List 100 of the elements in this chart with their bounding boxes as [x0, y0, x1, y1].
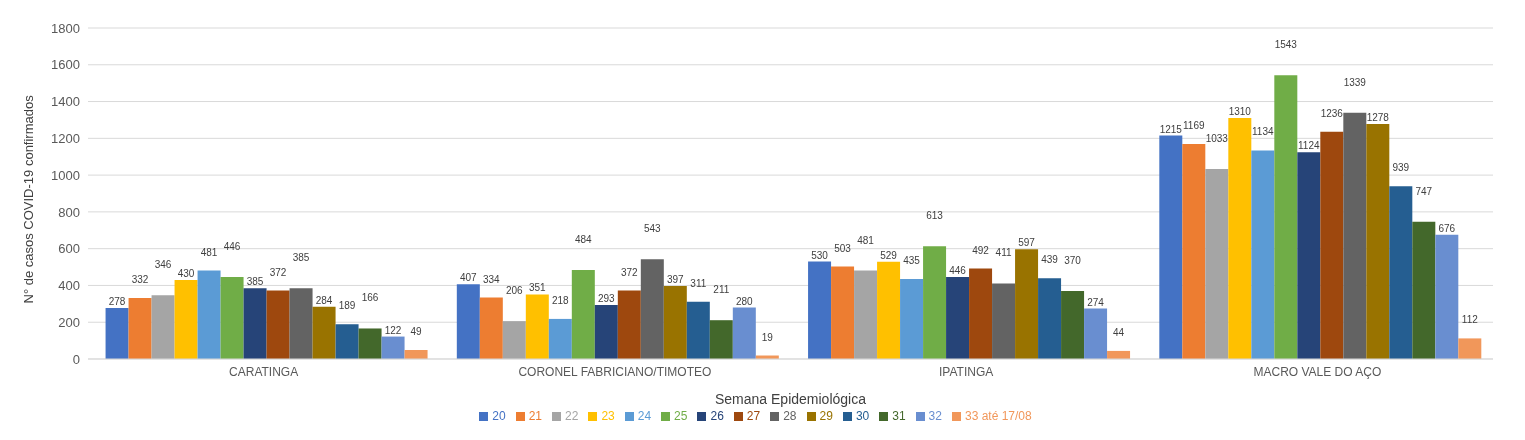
data-label: 1339: [1343, 76, 1367, 88]
data-label: 1134: [1252, 126, 1274, 138]
bar: [1435, 234, 1459, 359]
bar: [381, 336, 405, 359]
bar: [151, 295, 175, 359]
y-tick-label: 1200: [51, 130, 80, 146]
bar: [1038, 278, 1062, 359]
y-tick-label: 0: [72, 351, 80, 367]
bar: [456, 284, 480, 359]
bar: [1228, 118, 1252, 359]
data-label: 189: [338, 300, 356, 312]
data-label: 49: [410, 325, 423, 337]
data-label: 411: [995, 247, 1012, 259]
data-label: 166: [361, 292, 379, 304]
y-tick-label: 800: [58, 204, 80, 220]
bar: [709, 320, 733, 359]
bar: [1343, 112, 1367, 359]
x-tick-label: CORONEL FABRICIANO/TIMOTEO: [518, 364, 712, 379]
bar: [1205, 169, 1229, 359]
data-label: 1033: [1205, 133, 1229, 145]
bar: [1159, 135, 1183, 359]
bar: [525, 294, 549, 359]
bar: [1084, 308, 1108, 359]
data-label: 676: [1438, 222, 1456, 234]
legend-label: 32: [928, 409, 942, 423]
y-tick-label: 1400: [51, 94, 80, 110]
bar: [877, 261, 901, 359]
bar: [732, 307, 756, 359]
bar: [969, 268, 993, 359]
data-label: 218: [551, 294, 570, 306]
legend-label: 21: [528, 409, 543, 423]
data-label: 332: [131, 273, 149, 285]
bar: [1251, 150, 1275, 359]
y-axis-title: N° de casos COVID-19 confirmados: [20, 94, 36, 304]
bar: [358, 328, 382, 359]
bar: [335, 324, 359, 359]
bar: [220, 276, 244, 359]
bar: [617, 290, 641, 359]
bar: [312, 306, 336, 359]
bar: [1389, 186, 1413, 359]
bar: [808, 261, 832, 359]
legend-label: 29: [819, 409, 833, 423]
data-label: 446: [949, 264, 967, 276]
y-tick-label: 1800: [51, 20, 80, 36]
data-label: 206: [505, 285, 524, 297]
bar: [174, 279, 198, 359]
bar: [105, 307, 129, 359]
bar: [1297, 152, 1321, 359]
y-tick-label: 1000: [51, 167, 80, 183]
bar: [502, 321, 526, 359]
bar: [1061, 290, 1085, 359]
data-label: 1543: [1274, 39, 1298, 51]
data-label: 543: [643, 223, 662, 235]
bar: [571, 270, 595, 359]
legend-label: 20: [492, 409, 506, 423]
bar: [548, 318, 572, 359]
data-label: 211: [713, 284, 730, 296]
bar: [243, 288, 267, 359]
y-tick-label: 200: [58, 314, 80, 330]
data-label: 435: [903, 255, 921, 267]
data-label: 529: [880, 249, 898, 261]
data-label: 346: [154, 259, 172, 271]
data-label: 385: [292, 252, 310, 264]
bar: [479, 297, 503, 359]
bar: [946, 276, 970, 359]
bar: [266, 290, 290, 359]
y-tick-label: 600: [58, 241, 80, 257]
x-axis-title: Semana Epidemiológica: [715, 391, 867, 407]
data-label: 1124: [1298, 140, 1320, 152]
bar: [640, 259, 664, 359]
data-label: 439: [1041, 254, 1059, 266]
data-label: 372: [269, 266, 287, 278]
data-label: 397: [666, 274, 685, 285]
data-label: 1236: [1320, 107, 1344, 119]
bar: [992, 283, 1016, 359]
data-label: 1215: [1159, 123, 1183, 135]
legend-label: 27: [746, 409, 761, 423]
data-label: 293: [597, 293, 616, 305]
bar: [1320, 131, 1344, 359]
data-label: 484: [574, 234, 593, 245]
data-label: 284: [315, 294, 333, 306]
legend-label: 24: [637, 409, 652, 423]
data-label: 1278: [1366, 111, 1390, 123]
data-label: 372: [620, 266, 639, 278]
legend-label: 25: [674, 409, 688, 423]
bar: [197, 270, 221, 359]
data-label: 112: [1461, 314, 1479, 326]
bar: [1412, 221, 1436, 359]
data-label: 278: [108, 295, 126, 307]
data-label: 385: [246, 276, 264, 288]
data-label: 747: [1415, 185, 1433, 197]
data-label: 613: [926, 210, 944, 222]
bar: [923, 246, 947, 359]
legend-label: 28: [783, 409, 797, 423]
x-tick-label: CARATINGA: [229, 364, 299, 379]
data-label: 407: [459, 272, 478, 284]
data-label: 19: [761, 331, 774, 343]
data-label: 122: [384, 324, 402, 336]
bar: [831, 266, 855, 359]
bar: [900, 279, 924, 359]
